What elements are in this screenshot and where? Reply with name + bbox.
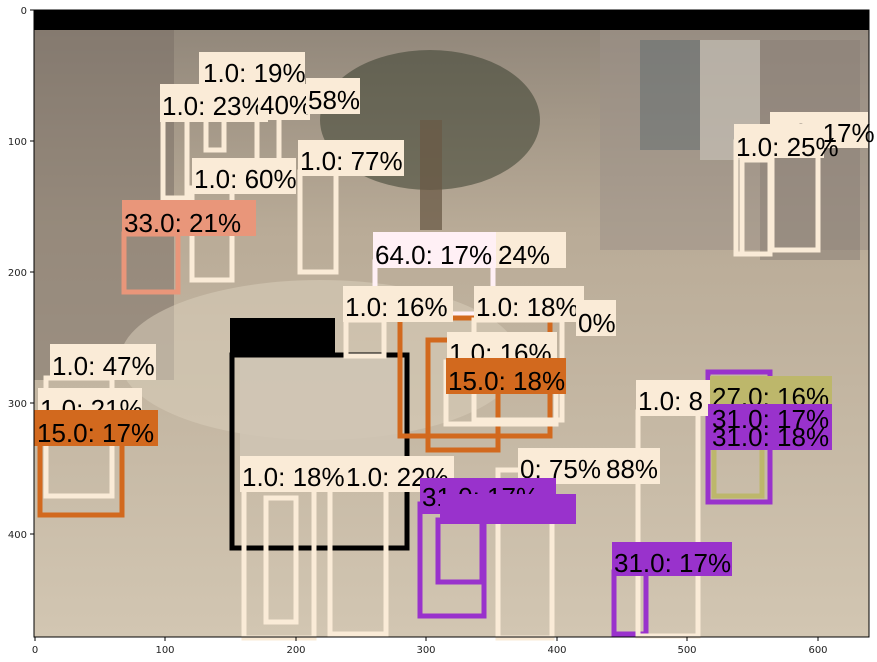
x-axis: 0 100 200 300 400 500 600 (32, 637, 828, 656)
svg-text:40%: 40% (260, 90, 312, 120)
svg-text:31.0: 17%: 31.0: 17% (614, 548, 731, 578)
x-tick-label: 300 (416, 645, 435, 656)
svg-text:15.0: 18%: 15.0: 18% (448, 366, 565, 396)
detection-label: 1.0: 47% (50, 344, 156, 381)
detection-label: 1.0: 8 (636, 380, 710, 416)
x-tick-label: 100 (155, 645, 174, 656)
svg-text:1.0: 60%: 1.0: 60% (194, 164, 297, 194)
detection-label: 64.0: 17% (373, 232, 497, 270)
svg-text:24%: 24% (498, 240, 550, 270)
x-tick-label: 400 (547, 645, 566, 656)
detection-label (440, 494, 576, 524)
svg-text:15.0: 17%: 15.0: 17% (37, 418, 154, 448)
y-axis: 0 100 200 300 400 (8, 6, 34, 541)
svg-text:1.0: 19%: 1.0: 19% (203, 58, 306, 88)
detection-label: 40% (258, 84, 312, 120)
x-tick-label: 200 (286, 645, 305, 656)
svg-text:1.0: 18%: 1.0: 18% (476, 292, 579, 322)
detection-label: 15.0: 17% (34, 410, 158, 448)
detection-label: 1.0: 77% (298, 140, 404, 176)
detection-label: 1.0: 60% (192, 158, 297, 194)
y-tick-label: 200 (8, 268, 27, 279)
x-tick-label: 0 (32, 645, 38, 656)
detection-label: 88% (604, 448, 660, 484)
svg-text:1.0: 18%: 1.0: 18% (242, 462, 345, 492)
x-tick-label: 600 (808, 645, 827, 656)
y-tick-label: 100 (8, 137, 27, 148)
detection-label: 31.0: 18% (708, 422, 832, 452)
y-tick-label: 0 (21, 6, 27, 17)
detection-label: 15.0: 18% (446, 358, 566, 396)
svg-text:64.0: 17%: 64.0: 17% (375, 240, 492, 270)
detection-label: 1.0: 19% (199, 52, 306, 88)
svg-text:1.0: 23%: 1.0: 23% (162, 91, 265, 121)
svg-text:33.0: 21%: 33.0: 21% (124, 208, 241, 238)
detection-label: 0: 75% (518, 448, 606, 484)
detection-label: 1.0: 18% (240, 456, 350, 492)
svg-text:1.0: 16%: 1.0: 16% (345, 292, 448, 322)
axes-frame (33, 9, 870, 638)
svg-text:1.0: 47%: 1.0: 47% (52, 351, 155, 381)
svg-text:1.0: 77%: 1.0: 77% (300, 146, 403, 176)
detection-label: 58% (306, 78, 360, 115)
svg-text:88%: 88% (606, 454, 658, 484)
y-tick-label: 400 (8, 530, 27, 541)
y-tick-label: 300 (8, 399, 27, 410)
detection-label: 31.0: 17% (612, 542, 732, 578)
detection-labels: 1.0: 19% 1.0: 23% 40% 58% 1.0: 60% 1.0: … (34, 52, 875, 578)
detection-label: 33.0: 21% (122, 200, 256, 238)
detection-label: 24% (496, 232, 566, 270)
detection-label: 1.0: 25% (734, 124, 839, 162)
svg-text:1.0: 8: 1.0: 8 (638, 386, 703, 416)
svg-text:0%: 0% (578, 308, 616, 338)
detection-label: 1.0: 16% (343, 286, 453, 322)
x-tick-label: 500 (677, 645, 696, 656)
mall-interior-photo (34, 10, 869, 637)
detection-label: 0% (576, 300, 616, 338)
detection-label: 1.0: 23% (160, 84, 268, 122)
svg-text:58%: 58% (308, 85, 360, 115)
detection-box-black (229, 352, 410, 551)
svg-text:1.0: 25%: 1.0: 25% (736, 132, 839, 162)
svg-text:31.0: 18%: 31.0: 18% (712, 422, 829, 452)
detection-label: 1.0: 18% (474, 286, 584, 322)
